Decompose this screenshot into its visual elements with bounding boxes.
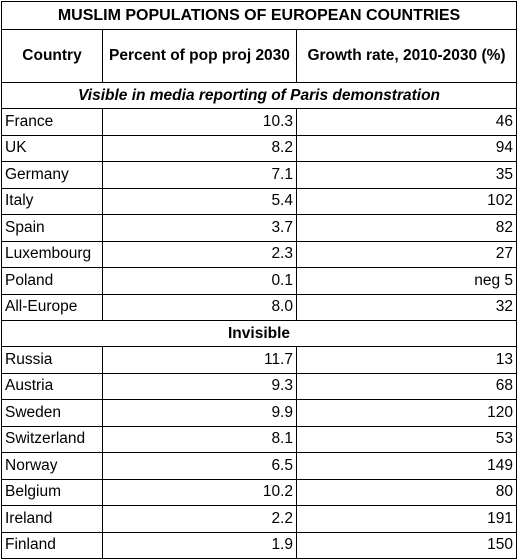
percent-cell: 9.9 <box>102 399 297 427</box>
section-row: Invisible <box>0 320 518 347</box>
growth-cell: 150 <box>295 531 518 559</box>
percent-cell: 5.4 <box>102 187 297 215</box>
growth-cell: 94 <box>295 134 518 162</box>
table-row: All-Europe 8.0 32 <box>1 293 518 321</box>
growth-cell: 191 <box>295 505 518 533</box>
table-row: Russia 11.7 13 <box>1 346 518 374</box>
growth-cell: 149 <box>295 452 518 480</box>
percent-cell: 2.3 <box>102 240 297 268</box>
header-country: Country <box>1 29 103 83</box>
country-cell: Switzerland <box>1 425 103 453</box>
percent-cell: 8.0 <box>102 293 297 321</box>
growth-cell: 13 <box>295 346 518 374</box>
country-cell: Ireland <box>1 505 103 533</box>
percent-cell: 3.7 <box>102 214 297 242</box>
growth-cell: 102 <box>295 187 518 215</box>
country-cell: Belgium <box>1 478 103 506</box>
growth-cell: 27 <box>295 240 518 268</box>
growth-cell: 32 <box>295 293 518 321</box>
header-percent: Percent of pop proj 2030 <box>102 29 297 83</box>
country-cell: Norway <box>1 452 103 480</box>
country-cell: Spain <box>1 214 103 242</box>
growth-cell: 53 <box>295 425 518 453</box>
table-row: Italy 5.4 102 <box>1 187 518 215</box>
section-label: Invisible <box>0 320 518 347</box>
table-row: Norway 6.5 149 <box>1 452 518 480</box>
country-cell: Austria <box>1 372 103 400</box>
percent-cell: 0.1 <box>102 267 297 295</box>
growth-cell: neg 5 <box>295 267 518 295</box>
table-row: UK 8.2 94 <box>1 134 518 162</box>
table-title: MUSLIM POPULATIONS OF EUROPEAN COUNTRIES <box>0 1 518 30</box>
growth-cell: 35 <box>295 161 518 189</box>
growth-cell: 82 <box>295 214 518 242</box>
percent-cell: 9.3 <box>102 372 297 400</box>
table-row: Belgium 10.2 80 <box>1 478 518 506</box>
country-cell: Germany <box>1 161 103 189</box>
growth-cell: 68 <box>295 372 518 400</box>
section-label: Visible in media reporting of Paris demo… <box>0 82 518 109</box>
percent-cell: 10.3 <box>102 108 297 136</box>
country-cell: Luxembourg <box>1 240 103 268</box>
header-growth: Growth rate, 2010-2030 (%) <box>295 29 518 83</box>
table-row: France 10.3 46 <box>1 108 518 136</box>
percent-cell: 1.9 <box>102 531 297 559</box>
growth-cell: 120 <box>295 399 518 427</box>
country-cell: All-Europe <box>1 293 103 321</box>
table-row: Germany 7.1 35 <box>1 161 518 189</box>
table-row: Spain 3.7 82 <box>1 214 518 242</box>
country-cell: Sweden <box>1 399 103 427</box>
table-row: Austria 9.3 68 <box>1 372 518 400</box>
country-cell: UK <box>1 134 103 162</box>
table-row: Luxembourg 2.3 27 <box>1 240 518 268</box>
table-row: Finland 1.9 150 <box>1 531 518 559</box>
growth-cell: 46 <box>295 108 518 136</box>
percent-cell: 8.2 <box>102 134 297 162</box>
growth-cell: 80 <box>295 478 518 506</box>
table-row: Switzerland 8.1 53 <box>1 425 518 453</box>
table-row: Ireland 2.2 191 <box>1 505 518 533</box>
percent-cell: 8.1 <box>102 425 297 453</box>
country-cell: Finland <box>1 531 103 559</box>
table-row: Poland 0.1 neg 5 <box>1 267 518 295</box>
country-cell: France <box>1 108 103 136</box>
percent-cell: 7.1 <box>102 161 297 189</box>
percent-cell: 11.7 <box>102 346 297 374</box>
header-row: Country Percent of pop proj 2030 Growth … <box>1 29 518 83</box>
percent-cell: 10.2 <box>102 478 297 506</box>
country-cell: Italy <box>1 187 103 215</box>
section-row: Visible in media reporting of Paris demo… <box>0 82 518 109</box>
country-cell: Poland <box>1 267 103 295</box>
percent-cell: 6.5 <box>102 452 297 480</box>
table-row: Sweden 9.9 120 <box>1 399 518 427</box>
country-cell: Russia <box>1 346 103 374</box>
title-row: MUSLIM POPULATIONS OF EUROPEAN COUNTRIES <box>0 1 518 30</box>
percent-cell: 2.2 <box>102 505 297 533</box>
